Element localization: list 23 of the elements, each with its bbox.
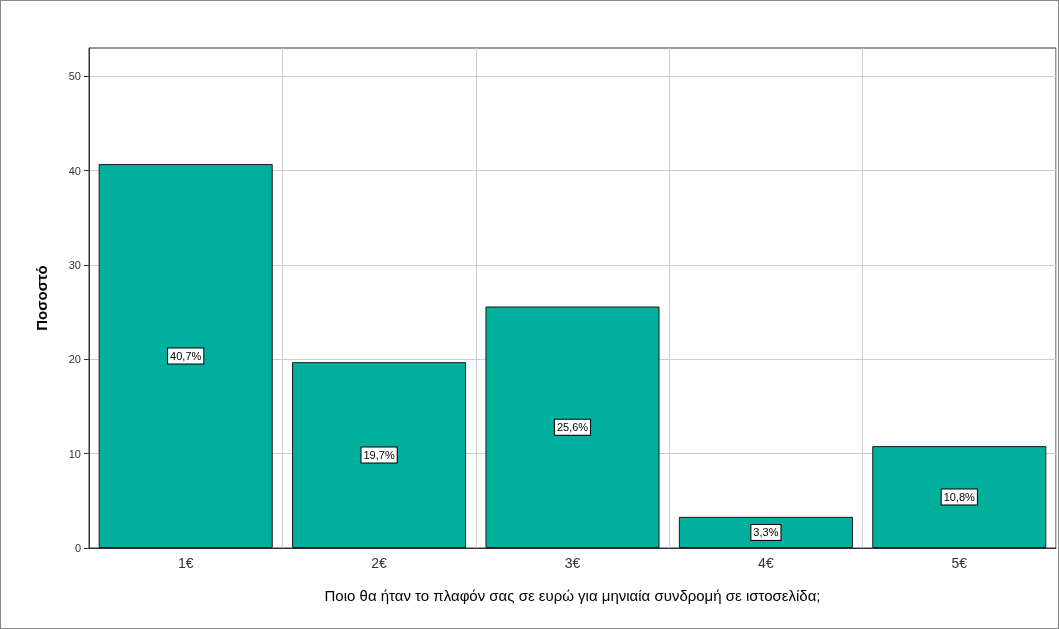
data-label: 40,7% [170,350,202,363]
x-tick-label: 3€ [564,555,581,571]
x-tick-label: 1€ [177,555,194,571]
y-tick-label: 0 [74,542,81,554]
bar [872,446,1047,548]
bar [98,164,273,548]
x-tick-label: 2€ [371,555,388,571]
y-tick-label: 30 [68,258,81,271]
x-tick-label: 5€ [951,555,968,571]
data-label: 19,7% [363,449,395,462]
bar [678,516,853,548]
y-tick-label: 20 [68,353,81,366]
data-label: 10,8% [943,491,976,504]
y-tick-label: 10 [68,447,81,460]
y-axis-title: Ποσοστό [33,265,50,331]
x-tick-label: 4€ [758,555,774,571]
bar [485,306,660,548]
y-tick-label: 40 [68,164,81,177]
x-axis-title: Ποιο θα ήταν το πλαφόν σας σε ευρώ για μηνιαία συνδρομή σε ιστοσελίδα; [324,587,821,604]
data-label: 3,3% [753,526,779,539]
y-tick-label: 50 [68,70,81,83]
data-label: 25,6% [556,421,589,434]
bar [292,362,467,548]
